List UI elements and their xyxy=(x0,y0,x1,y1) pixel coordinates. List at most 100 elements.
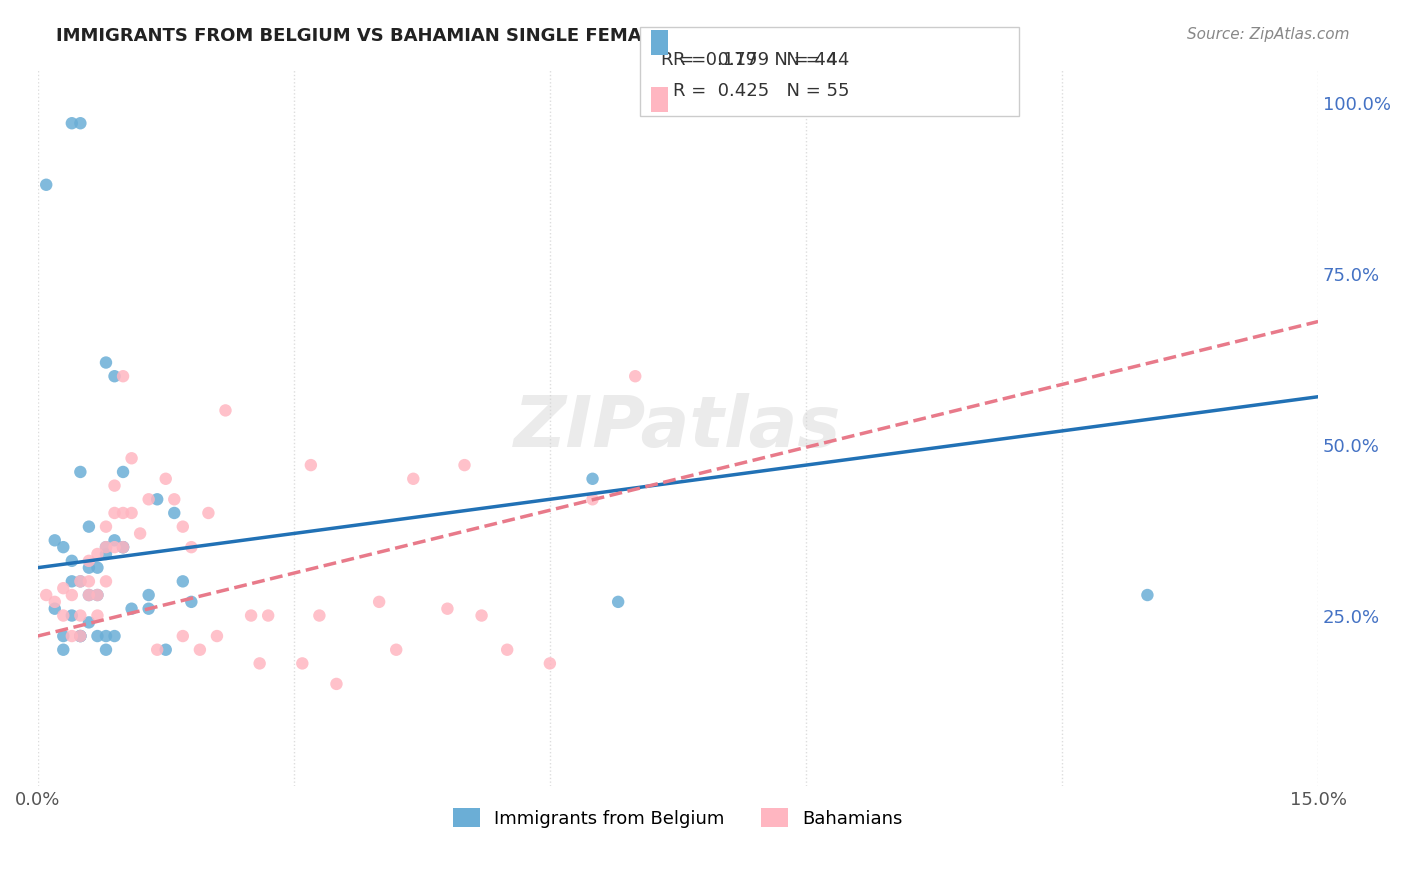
Point xyxy=(121,601,143,615)
Point xyxy=(624,369,647,384)
Point xyxy=(69,465,91,479)
Point xyxy=(163,492,186,507)
Point xyxy=(77,560,100,574)
Point xyxy=(103,629,125,643)
Point xyxy=(103,533,125,548)
Point xyxy=(52,608,75,623)
Point xyxy=(385,642,408,657)
Point xyxy=(60,629,83,643)
Point xyxy=(496,642,519,657)
Point xyxy=(44,533,66,548)
Point xyxy=(146,642,169,657)
Point xyxy=(60,554,83,568)
Point xyxy=(299,458,322,472)
Point xyxy=(257,608,280,623)
Point xyxy=(86,608,108,623)
Point xyxy=(308,608,330,623)
Text: R =  0.425   N = 55: R = 0.425 N = 55 xyxy=(673,82,851,100)
Point xyxy=(138,601,160,615)
Point xyxy=(180,595,202,609)
Point xyxy=(69,574,91,589)
Point xyxy=(86,547,108,561)
Point xyxy=(436,601,458,615)
Point xyxy=(77,588,100,602)
Point xyxy=(94,629,117,643)
Point xyxy=(368,595,391,609)
Point xyxy=(205,629,228,643)
Point xyxy=(197,506,219,520)
Point xyxy=(69,608,91,623)
Point xyxy=(94,642,117,657)
Point xyxy=(94,540,117,554)
Point xyxy=(240,608,263,623)
Point xyxy=(52,629,75,643)
Legend: Immigrants from Belgium, Bahamians: Immigrants from Belgium, Bahamians xyxy=(446,801,910,835)
Point xyxy=(121,506,143,520)
Point xyxy=(69,629,91,643)
Point xyxy=(538,657,561,671)
Point xyxy=(471,608,494,623)
Point xyxy=(453,458,475,472)
Point xyxy=(581,492,603,507)
Text: R =  0.179   N = 44: R = 0.179 N = 44 xyxy=(673,51,849,69)
Point xyxy=(325,677,347,691)
Point xyxy=(77,588,100,602)
Point xyxy=(94,574,117,589)
Point xyxy=(69,116,91,130)
Point xyxy=(77,574,100,589)
Point xyxy=(138,492,160,507)
Point xyxy=(52,581,75,595)
Point xyxy=(77,554,100,568)
Point xyxy=(86,588,108,602)
Point xyxy=(77,615,100,630)
Point xyxy=(103,369,125,384)
Point xyxy=(103,540,125,554)
Point xyxy=(155,642,177,657)
Point xyxy=(35,588,58,602)
Point xyxy=(607,595,630,609)
Point xyxy=(188,642,211,657)
Point xyxy=(121,451,143,466)
Point xyxy=(94,540,117,554)
Point xyxy=(163,506,186,520)
Text: Source: ZipAtlas.com: Source: ZipAtlas.com xyxy=(1187,27,1350,42)
Point xyxy=(112,369,135,384)
Text: IMMIGRANTS FROM BELGIUM VS BAHAMIAN SINGLE FEMALE POVERTY CORRELATION CHART: IMMIGRANTS FROM BELGIUM VS BAHAMIAN SING… xyxy=(56,27,986,45)
Point xyxy=(60,608,83,623)
Point xyxy=(94,355,117,369)
Point xyxy=(103,478,125,492)
Point xyxy=(60,588,83,602)
Point xyxy=(44,595,66,609)
Text: R =  0.179   N = 44: R = 0.179 N = 44 xyxy=(661,51,837,69)
Point xyxy=(103,506,125,520)
Point xyxy=(60,116,83,130)
Point xyxy=(35,178,58,192)
Point xyxy=(172,519,194,533)
Point xyxy=(112,465,135,479)
Point xyxy=(94,519,117,533)
Point xyxy=(60,574,83,589)
Point xyxy=(249,657,271,671)
Point xyxy=(291,657,314,671)
Point xyxy=(86,588,108,602)
Point xyxy=(69,574,91,589)
Point xyxy=(112,540,135,554)
Point xyxy=(112,506,135,520)
Point xyxy=(129,526,152,541)
Point xyxy=(581,472,603,486)
Point xyxy=(214,403,236,417)
Point xyxy=(44,601,66,615)
Point xyxy=(172,574,194,589)
Text: ZIPatlas: ZIPatlas xyxy=(515,393,842,462)
Point xyxy=(52,540,75,554)
Point xyxy=(138,588,160,602)
Point xyxy=(1136,588,1159,602)
Point xyxy=(146,492,169,507)
Point xyxy=(69,629,91,643)
Point xyxy=(112,540,135,554)
Point xyxy=(180,540,202,554)
Point xyxy=(52,642,75,657)
Point xyxy=(155,472,177,486)
Point xyxy=(172,629,194,643)
Point xyxy=(69,629,91,643)
